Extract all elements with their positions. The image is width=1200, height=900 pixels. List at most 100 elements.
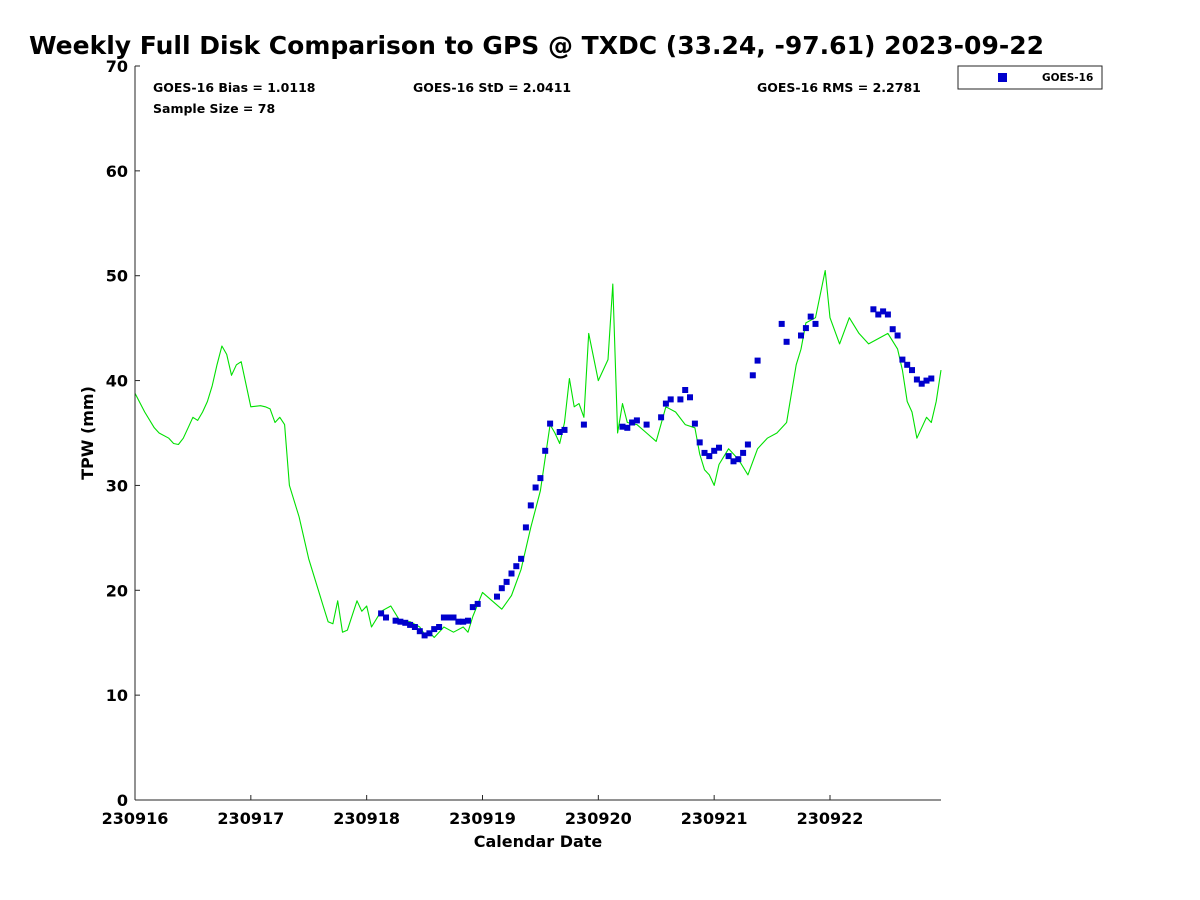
goes16-point — [392, 617, 399, 624]
goes16-point — [494, 593, 500, 600]
goes16-point — [812, 320, 819, 327]
goes16-point — [445, 614, 452, 621]
legend-box — [957, 65, 1103, 90]
goes16-point — [923, 377, 930, 384]
goes16-point — [624, 424, 631, 431]
goes16-point — [465, 617, 471, 624]
y-tick-label: 40 — [106, 372, 128, 391]
goes16-point — [744, 441, 751, 448]
y-tick-label: 70 — [106, 57, 128, 76]
goes16-point — [527, 502, 534, 509]
std-stat: GOES-16 StD = 2.0411 — [413, 80, 571, 95]
goes16-point — [904, 361, 911, 368]
goes16-point — [629, 419, 636, 426]
x-tick-label: 230916 — [102, 809, 169, 828]
goes16-point — [783, 338, 790, 345]
rms-stat: GOES-16 RMS = 2.2781 — [757, 80, 921, 95]
goes16-point — [518, 555, 525, 562]
goes16-point — [716, 444, 722, 451]
goes16-point — [899, 356, 906, 363]
goes16-series — [378, 306, 935, 639]
x-axis-ticks: 230916 230917 230918 230919 230920 230921 2309… — [102, 795, 864, 828]
goes16-point — [928, 375, 935, 382]
goes16-point — [450, 614, 457, 621]
goes16-point — [619, 423, 626, 430]
goes16-point — [440, 614, 447, 621]
goes16-point — [725, 453, 732, 460]
y-tick-label: 60 — [106, 162, 128, 181]
legend-label-goes16: GOES-16 — [1042, 72, 1093, 84]
goes16-point — [469, 604, 476, 611]
goes16-point — [658, 414, 665, 421]
goes16-point — [580, 421, 587, 428]
goes16-point — [431, 626, 438, 633]
sample-size-stat: Sample Size = 78 — [153, 101, 275, 116]
legend-marker-goes16 — [998, 73, 1007, 82]
goes16-point — [754, 357, 761, 364]
goes16-point — [522, 524, 529, 531]
goes16-point — [421, 632, 428, 639]
goes16-point — [460, 618, 467, 625]
x-tick-label: 230922 — [797, 809, 864, 828]
goes16-point — [749, 372, 756, 379]
x-tick-label: 230921 — [681, 809, 748, 828]
goes16-point — [735, 456, 742, 463]
bias-stat: GOES-16 Bias = 1.0118 — [153, 80, 315, 95]
goes16-point — [402, 619, 409, 626]
y-tick-label: 10 — [106, 686, 128, 705]
goes16-point — [397, 618, 404, 625]
goes16-point — [547, 420, 554, 427]
goes16-point — [696, 439, 703, 446]
goes16-point — [407, 621, 414, 628]
goes16-point — [474, 600, 481, 607]
y-tick-label: 0 — [117, 791, 128, 810]
goes16-point — [532, 484, 539, 491]
goes16-point — [909, 367, 915, 374]
goes16-point — [778, 320, 785, 327]
y-tick-label: 20 — [106, 581, 128, 600]
x-tick-label: 230917 — [217, 809, 284, 828]
y-tick-label: 50 — [106, 267, 128, 286]
goes16-point — [691, 420, 698, 427]
goes16-point — [740, 449, 747, 456]
goes16-point — [884, 311, 891, 318]
goes16-point — [682, 387, 689, 393]
goes16-point — [508, 570, 515, 577]
goes16-point — [701, 449, 708, 456]
x-axis-label: Calendar Date — [474, 832, 603, 851]
y-axis-label: TPW (mm) — [78, 386, 97, 480]
goes16-point — [667, 396, 674, 403]
goes16-point — [455, 618, 462, 625]
goes16-point — [687, 394, 693, 401]
chart-title: Weekly Full Disk Comparison to GPS @ TXD… — [29, 31, 1044, 60]
goes16-point — [802, 325, 809, 332]
goes16-point — [383, 614, 389, 621]
goes16-point — [643, 421, 650, 428]
goes16-point — [537, 475, 544, 482]
gps-series — [134, 269, 942, 639]
goes16-point — [411, 624, 418, 630]
y-axis-ticks: 0 10 20 30 40 50 60 70 — [106, 57, 140, 810]
goes16-point — [711, 447, 718, 454]
goes16-point — [378, 610, 385, 617]
gps-line — [134, 269, 942, 639]
goes16-point — [503, 578, 510, 585]
goes16-point — [542, 447, 549, 454]
goes16-point — [662, 400, 669, 407]
goes16-point — [426, 630, 433, 637]
goes16-point — [633, 417, 640, 424]
y-tick-label: 30 — [106, 476, 128, 495]
goes16-point — [913, 376, 920, 383]
goes16-point — [918, 380, 925, 387]
goes16-point — [513, 563, 520, 570]
goes16-point — [870, 306, 877, 313]
goes16-point — [436, 624, 443, 630]
goes16-point — [498, 585, 505, 592]
goes16-point — [875, 311, 882, 318]
goes16-point — [730, 458, 737, 465]
goes16-point — [706, 453, 713, 460]
goes16-point — [880, 308, 887, 315]
goes16-point — [556, 429, 563, 435]
goes16-point — [894, 332, 901, 339]
